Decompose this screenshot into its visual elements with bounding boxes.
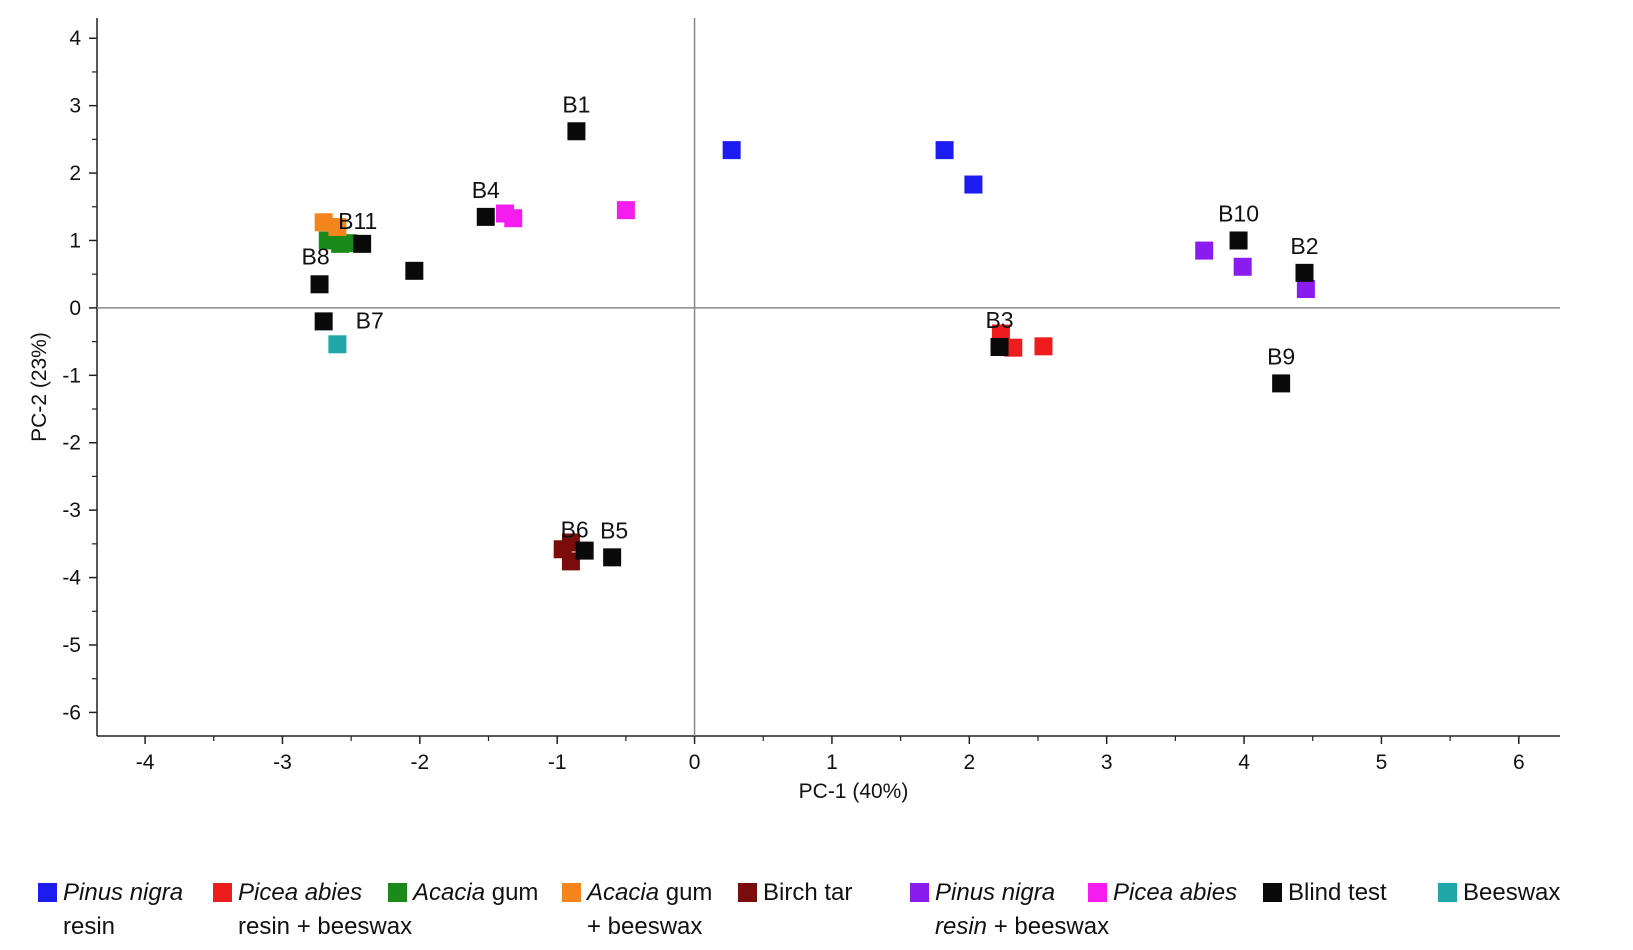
y-tick-label: -2 xyxy=(62,432,81,455)
data-point xyxy=(1296,280,1315,299)
point-label: B10 xyxy=(1218,200,1259,226)
point-label: B3 xyxy=(985,307,1013,333)
legend-swatch xyxy=(1263,883,1282,902)
data-point xyxy=(476,207,495,226)
point-label: B8 xyxy=(302,243,330,269)
data-point xyxy=(990,337,1009,356)
legend-item-picea-abies-resin-beeswax: Picea abies resin + beeswax xyxy=(213,876,412,944)
data-point xyxy=(310,275,329,294)
legend-label-line2: resin xyxy=(63,913,116,940)
legend-label: Beeswax xyxy=(1463,879,1561,906)
x-tick-label: 4 xyxy=(1238,751,1250,774)
legend-item-pinus-nigra-resin: Pinus nigra resin xyxy=(38,876,183,944)
data-point xyxy=(1229,231,1248,250)
legend-label: Pinus nigra xyxy=(63,879,184,906)
point-label: B4 xyxy=(472,177,500,203)
legend-item-pinus-nigra-resin-beeswax: Pinus nigra resin + beeswax xyxy=(910,876,1109,944)
x-tick-label: 6 xyxy=(1513,751,1525,774)
legend: Pinus nigra resin Picea abies resin + be… xyxy=(0,870,1633,950)
data-point xyxy=(1272,374,1291,393)
y-axis-title: PC-2 (23%) xyxy=(28,332,51,442)
data-point xyxy=(328,335,347,354)
point-label: B5 xyxy=(600,517,628,543)
x-axis-title: PC-1 (40%) xyxy=(799,780,909,803)
data-point xyxy=(1004,338,1023,357)
x-tick-label: 1 xyxy=(826,751,838,774)
x-tick-label: -1 xyxy=(548,751,567,774)
point-label: B7 xyxy=(356,307,384,333)
legend-item-beeswax: Beeswax xyxy=(1438,876,1560,910)
data-point xyxy=(1195,241,1214,260)
legend-item-picea-abies: Picea abies xyxy=(1088,876,1237,910)
data-point xyxy=(935,141,954,160)
point-label: B11 xyxy=(338,208,377,234)
x-tick-label: 2 xyxy=(963,751,975,774)
legend-label-line2: resin xyxy=(935,913,988,940)
x-tick-label: -4 xyxy=(136,751,155,774)
legend-label: Acacia xyxy=(587,879,660,906)
y-tick-label: -3 xyxy=(62,499,81,522)
x-tick-label: -3 xyxy=(273,751,292,774)
legend-swatch xyxy=(1438,883,1457,902)
y-tick-label: 0 xyxy=(69,297,81,320)
data-point xyxy=(314,312,333,331)
legend-swatch xyxy=(213,883,232,902)
legend-swatch xyxy=(738,883,757,902)
data-point xyxy=(328,217,347,236)
legend-label: Pinus nigra xyxy=(935,879,1056,906)
y-tick-label: -4 xyxy=(62,567,81,590)
legend-swatch xyxy=(910,883,929,902)
data-point xyxy=(339,234,358,253)
legend-label: Picea abies xyxy=(238,879,363,906)
data-point xyxy=(561,552,580,571)
data-point xyxy=(405,261,424,280)
point-label: B9 xyxy=(1267,343,1295,369)
x-tick-label: 3 xyxy=(1101,751,1113,774)
point-label: B6 xyxy=(561,517,589,543)
data-point xyxy=(575,541,594,560)
legend-label: Birch tar xyxy=(763,879,853,906)
data-point xyxy=(722,141,741,160)
y-tick-label: -1 xyxy=(62,364,81,387)
legend-swatch xyxy=(562,883,581,902)
legend-swatch xyxy=(38,883,57,902)
legend-label-suffix: gum xyxy=(665,879,713,906)
point-label: B2 xyxy=(1290,233,1318,259)
x-tick-label: 0 xyxy=(689,751,701,774)
legend-label-suffix: + beeswax xyxy=(993,913,1110,940)
point-label: B1 xyxy=(562,91,590,117)
data-point xyxy=(504,209,523,228)
legend-label: Blind test xyxy=(1288,879,1387,906)
data-point xyxy=(567,122,586,141)
data-point xyxy=(1034,337,1053,356)
data-point xyxy=(1233,257,1252,276)
legend-item-acacia-gum-beeswax: Acacia gum + beeswax xyxy=(562,876,712,944)
x-tick-label: -2 xyxy=(410,751,429,774)
legend-label-suffix: gum xyxy=(491,879,539,906)
x-tick-label: 5 xyxy=(1376,751,1388,774)
y-tick-label: -6 xyxy=(62,701,81,724)
data-point xyxy=(964,175,983,194)
data-point xyxy=(616,201,635,220)
y-tick-label: 4 xyxy=(69,27,81,50)
legend-swatch xyxy=(388,883,407,902)
y-tick-label: 2 xyxy=(69,162,81,185)
legend-label: Picea abies xyxy=(1113,879,1238,906)
pca-scatter-plot: -4 -3 -2 -1 0 1 2 3 4 5 6 4 3 2 1 0 -1 -2 -3 -4 -5 -6 PC-1 (40… xyxy=(28,18,1560,803)
legend-label-line2: resin + beeswax xyxy=(238,913,413,940)
data-point xyxy=(314,213,333,232)
legend-item-acacia-gum: Acacia gum xyxy=(388,876,538,910)
legend-item-birch-tar: Birch tar xyxy=(738,876,852,910)
legend-label: Acacia xyxy=(413,879,486,906)
legend-label-line2: + beeswax xyxy=(587,913,703,940)
legend-swatch xyxy=(1088,883,1107,902)
data-point xyxy=(353,234,372,253)
data-point xyxy=(1295,263,1314,282)
y-tick-label: -5 xyxy=(62,634,81,657)
y-tick-label: 1 xyxy=(69,229,81,252)
legend-item-blind-test: Blind test xyxy=(1263,876,1387,910)
data-point xyxy=(603,548,622,567)
y-tick-label: 3 xyxy=(69,95,81,118)
data-point xyxy=(561,533,580,552)
